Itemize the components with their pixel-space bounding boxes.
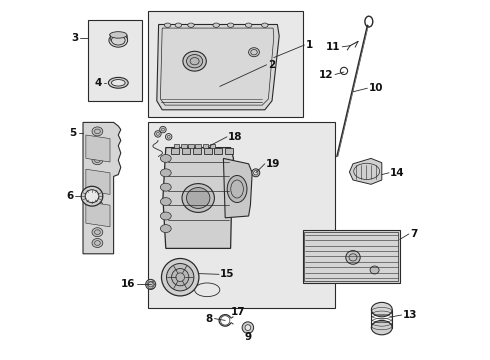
Text: 8: 8 xyxy=(205,314,213,324)
Bar xyxy=(181,144,187,148)
Text: 6: 6 xyxy=(66,191,74,201)
Bar xyxy=(182,148,190,154)
Polygon shape xyxy=(86,202,110,227)
Text: 3: 3 xyxy=(71,33,78,43)
Ellipse shape xyxy=(92,228,103,237)
Text: 19: 19 xyxy=(266,159,280,169)
Ellipse shape xyxy=(92,141,103,150)
Circle shape xyxy=(245,325,251,330)
Circle shape xyxy=(166,134,172,140)
Ellipse shape xyxy=(160,169,171,177)
Ellipse shape xyxy=(164,23,171,27)
Polygon shape xyxy=(349,158,382,184)
Ellipse shape xyxy=(252,169,260,177)
Ellipse shape xyxy=(160,212,171,220)
Ellipse shape xyxy=(92,172,103,181)
Ellipse shape xyxy=(370,266,379,274)
Text: 1: 1 xyxy=(306,40,314,50)
Circle shape xyxy=(146,279,156,289)
Ellipse shape xyxy=(346,251,360,264)
Ellipse shape xyxy=(262,23,268,27)
Circle shape xyxy=(167,264,194,291)
Polygon shape xyxy=(86,135,110,162)
Bar xyxy=(193,148,201,154)
Bar xyxy=(202,144,208,148)
Ellipse shape xyxy=(108,77,128,88)
Ellipse shape xyxy=(81,186,103,206)
Text: 13: 13 xyxy=(403,310,417,320)
Circle shape xyxy=(242,322,254,333)
Text: 14: 14 xyxy=(390,168,405,178)
Polygon shape xyxy=(83,122,121,254)
Circle shape xyxy=(172,269,189,286)
Circle shape xyxy=(162,258,199,296)
Ellipse shape xyxy=(109,33,127,47)
Text: 15: 15 xyxy=(220,269,235,279)
Circle shape xyxy=(160,126,166,133)
Ellipse shape xyxy=(175,23,182,27)
Polygon shape xyxy=(223,158,252,218)
Ellipse shape xyxy=(111,80,125,86)
Ellipse shape xyxy=(160,198,171,206)
Ellipse shape xyxy=(213,23,220,27)
Bar xyxy=(188,144,194,148)
Bar xyxy=(88,20,143,101)
Bar xyxy=(304,232,398,281)
Ellipse shape xyxy=(188,23,194,27)
Ellipse shape xyxy=(248,48,259,57)
Ellipse shape xyxy=(227,23,234,27)
Ellipse shape xyxy=(245,23,252,27)
Circle shape xyxy=(155,131,161,137)
Ellipse shape xyxy=(187,188,210,208)
Bar xyxy=(148,11,303,117)
Ellipse shape xyxy=(92,201,103,210)
Ellipse shape xyxy=(85,190,99,203)
Ellipse shape xyxy=(182,184,215,212)
Ellipse shape xyxy=(371,302,392,317)
Bar xyxy=(171,148,179,154)
Ellipse shape xyxy=(92,156,103,165)
Text: 17: 17 xyxy=(230,307,245,318)
Polygon shape xyxy=(86,169,110,194)
Text: 11: 11 xyxy=(326,42,341,52)
Ellipse shape xyxy=(227,176,247,202)
Ellipse shape xyxy=(160,154,171,162)
Bar xyxy=(196,144,201,148)
Ellipse shape xyxy=(187,55,203,68)
Text: 5: 5 xyxy=(70,128,77,138)
Ellipse shape xyxy=(92,239,103,248)
Ellipse shape xyxy=(110,32,127,38)
Polygon shape xyxy=(163,148,233,248)
Text: 2: 2 xyxy=(269,60,276,70)
Ellipse shape xyxy=(371,320,392,335)
Ellipse shape xyxy=(254,171,258,175)
Ellipse shape xyxy=(92,215,103,224)
Polygon shape xyxy=(157,24,279,110)
Text: 9: 9 xyxy=(245,332,251,342)
Ellipse shape xyxy=(160,183,171,191)
Ellipse shape xyxy=(160,225,171,233)
Bar xyxy=(204,148,212,154)
Bar xyxy=(215,148,222,154)
Text: 10: 10 xyxy=(368,83,383,93)
Text: 7: 7 xyxy=(410,229,417,239)
Text: 12: 12 xyxy=(318,69,333,80)
Bar xyxy=(225,148,233,154)
Text: 4: 4 xyxy=(95,78,102,88)
Ellipse shape xyxy=(92,127,103,136)
Bar xyxy=(303,230,400,283)
Text: 18: 18 xyxy=(228,132,243,142)
Ellipse shape xyxy=(92,186,103,195)
Bar xyxy=(174,144,179,148)
Bar xyxy=(210,144,216,148)
Text: 16: 16 xyxy=(121,279,135,289)
Ellipse shape xyxy=(183,51,206,71)
Bar xyxy=(148,122,335,308)
